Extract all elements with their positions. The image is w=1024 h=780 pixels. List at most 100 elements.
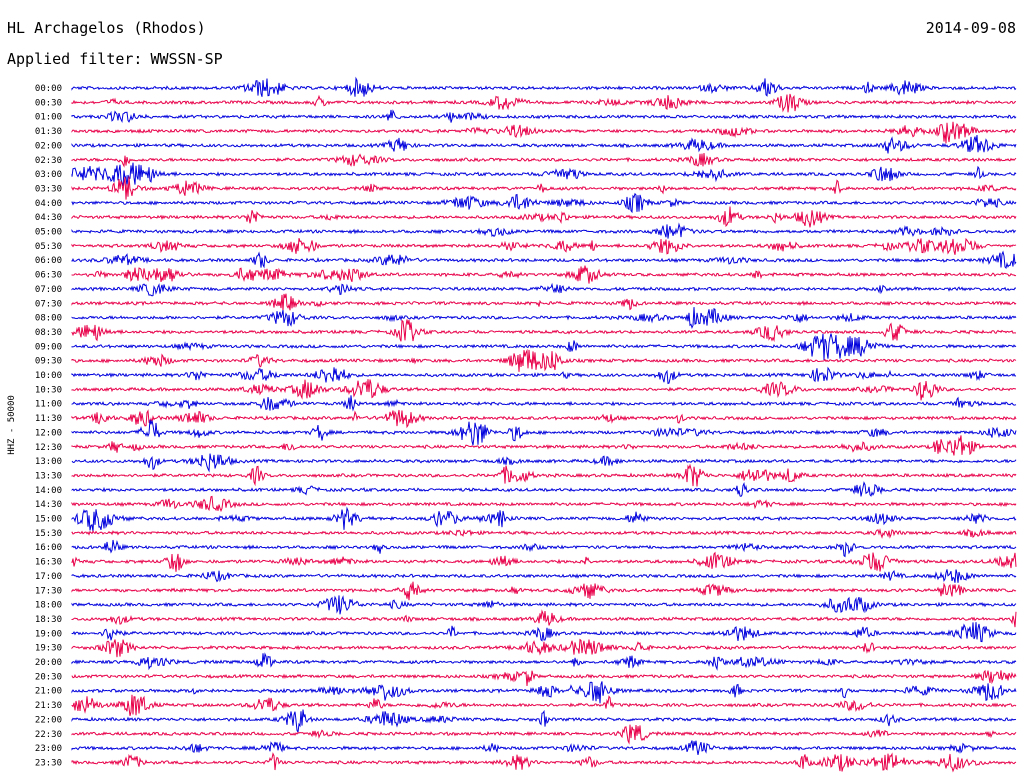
row-label: 07:30 (35, 299, 62, 309)
row-labels: 00:00 00:30 01:00 01:30 02:00 02:30 03:00 03:30… (35, 84, 62, 768)
row-label: 00:00 (35, 84, 62, 94)
trace-row (71, 435, 1017, 456)
trace-row (71, 307, 1017, 330)
row-label: 23:00 (35, 744, 62, 754)
trace-row (71, 681, 1017, 704)
trace-row (71, 93, 1017, 113)
row-label: 09:00 (35, 342, 62, 352)
row-label: 05:30 (35, 242, 62, 252)
row-label: 20:00 (35, 658, 62, 668)
trace-row (71, 282, 1017, 297)
filter-line: Applied filter: WWSSN-SP (7, 50, 223, 68)
row-label: 20:30 (35, 672, 62, 682)
record-date: 2014-09-08 (925, 19, 1016, 37)
row-label: 18:30 (35, 615, 62, 625)
row-label: 17:00 (35, 572, 62, 582)
trace-row (71, 595, 1017, 615)
row-label: 08:30 (35, 328, 62, 338)
trace-row (71, 724, 1017, 745)
row-label: 10:00 (35, 371, 62, 381)
seismic-traces (71, 76, 1017, 773)
trace-row (71, 395, 1017, 412)
trace-row (71, 222, 1017, 239)
trace-row (71, 162, 1017, 187)
row-label: 04:30 (35, 213, 62, 223)
trace-row (71, 333, 1017, 360)
trace-row (71, 638, 1017, 658)
row-label: 21:30 (35, 701, 62, 711)
trace-row (71, 539, 1017, 558)
row-label: 04:00 (35, 199, 62, 209)
trace-row (71, 176, 1017, 200)
row-label: 02:00 (35, 141, 62, 151)
trace-row (71, 135, 1017, 154)
row-label: 09:30 (35, 357, 62, 367)
trace-row (71, 109, 1017, 123)
row-label: 13:30 (35, 471, 62, 481)
row-label: 18:00 (35, 601, 62, 611)
trace-row (71, 293, 1017, 311)
row-label: 10:30 (35, 385, 62, 395)
trace-row (71, 76, 1017, 97)
row-label: 15:30 (35, 529, 62, 539)
row-label: 16:00 (35, 543, 62, 553)
row-label: 19:30 (35, 644, 62, 654)
trace-row (71, 709, 1017, 734)
trace-row (71, 481, 1017, 498)
trace-row (71, 366, 1017, 385)
row-label: 12:30 (35, 443, 62, 453)
trace-row (71, 652, 1017, 671)
filter-name: WWSSN-SP (150, 50, 223, 68)
trace-row (71, 669, 1017, 687)
trace-row (71, 250, 1017, 269)
trace-row (71, 569, 1017, 583)
trace-row (71, 121, 1017, 144)
row-label: 08:00 (35, 314, 62, 324)
filter-label: Applied filter: (7, 50, 143, 68)
row-label: 13:00 (35, 457, 62, 467)
row-label: 06:30 (35, 271, 62, 281)
row-label: 02:30 (35, 156, 62, 166)
trace-row (71, 379, 1017, 401)
trace-row (71, 528, 1017, 539)
row-label: 19:00 (35, 629, 62, 639)
trace-row (71, 752, 1017, 773)
row-label: 14:00 (35, 486, 62, 496)
trace-row (71, 348, 1017, 372)
trace-row (71, 506, 1017, 532)
trace-row (71, 694, 1017, 716)
trace-row (71, 495, 1017, 513)
trace-row (71, 237, 1017, 255)
trace-row (71, 319, 1017, 343)
row-label: 11:00 (35, 400, 62, 410)
row-label: 15:00 (35, 515, 62, 525)
row-label: 01:00 (35, 113, 62, 123)
row-label: 23:30 (35, 758, 62, 768)
row-label: 22:00 (35, 715, 62, 725)
row-label: 07:00 (35, 285, 62, 295)
station-title: HL Archagelos (Rhodos) (7, 19, 206, 37)
row-label: 01:30 (35, 127, 62, 137)
trace-row (71, 265, 1017, 284)
row-label: 16:30 (35, 558, 62, 568)
row-label: 05:00 (35, 228, 62, 238)
row-label: 06:00 (35, 256, 62, 266)
trace-row (71, 206, 1017, 228)
trace-row (71, 419, 1017, 446)
row-label: 12:00 (35, 428, 62, 438)
trace-row (71, 192, 1017, 214)
trace-row (71, 609, 1017, 628)
row-label: 17:30 (35, 586, 62, 596)
trace-row (71, 453, 1017, 473)
row-label: 22:30 (35, 730, 62, 740)
trace-row (71, 581, 1017, 601)
row-label: 00:30 (35, 98, 62, 108)
trace-row (71, 152, 1017, 168)
row-label: 03:30 (35, 184, 62, 194)
trace-row (71, 622, 1017, 643)
row-label: 14:30 (35, 500, 62, 510)
row-label: 03:00 (35, 170, 62, 180)
row-label: 11:30 (35, 414, 62, 424)
trace-row (71, 740, 1017, 756)
